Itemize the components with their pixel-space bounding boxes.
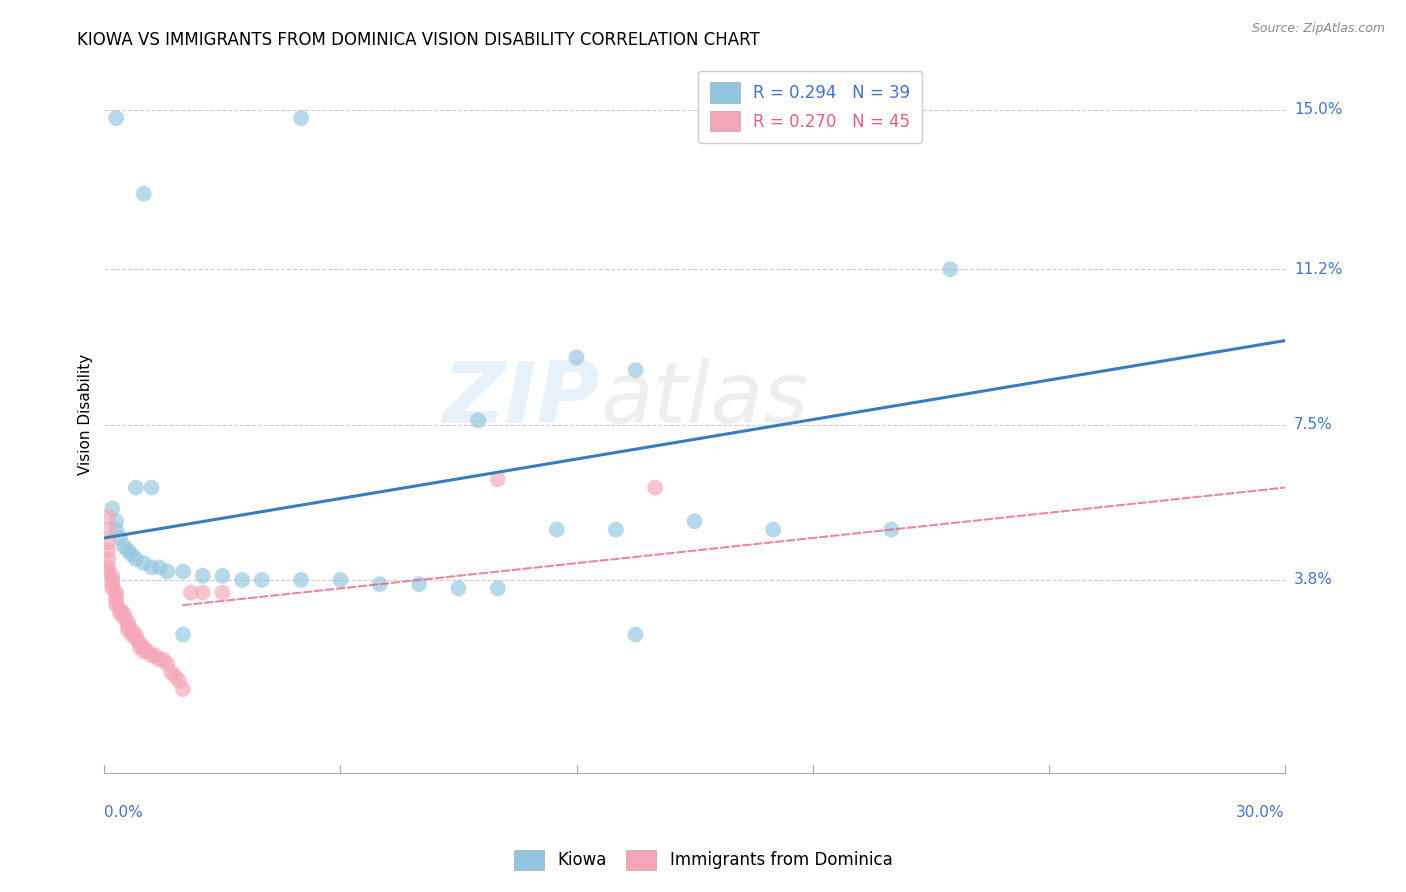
Point xyxy=(486,472,509,486)
Legend: Kiowa, Immigrants from Dominica: Kiowa, Immigrants from Dominica xyxy=(508,843,898,877)
Point xyxy=(486,582,509,596)
Point xyxy=(101,573,124,587)
Point xyxy=(939,262,962,277)
Point xyxy=(117,619,139,633)
Point xyxy=(683,514,706,528)
Point xyxy=(132,640,155,655)
Point xyxy=(231,573,253,587)
Point xyxy=(141,648,163,663)
Legend: R = 0.294   N = 39, R = 0.270   N = 45: R = 0.294 N = 39, R = 0.270 N = 45 xyxy=(699,70,922,143)
Point xyxy=(117,543,139,558)
Point xyxy=(105,514,128,528)
Point xyxy=(132,556,155,570)
Text: 0.0%: 0.0% xyxy=(104,805,143,821)
Point xyxy=(191,585,214,599)
Text: 11.2%: 11.2% xyxy=(1294,261,1343,277)
Point xyxy=(250,573,273,587)
Point xyxy=(368,577,391,591)
Point xyxy=(105,585,128,599)
Point xyxy=(329,573,352,587)
Point xyxy=(101,501,124,516)
Point xyxy=(97,565,120,579)
Point xyxy=(97,535,120,549)
Text: atlas: atlas xyxy=(600,359,808,442)
Point xyxy=(121,548,143,562)
Point xyxy=(148,560,170,574)
Point xyxy=(97,510,120,524)
Point xyxy=(101,582,124,596)
Point xyxy=(121,627,143,641)
Point xyxy=(125,552,148,566)
Point xyxy=(101,568,124,582)
Point xyxy=(546,523,568,537)
Point xyxy=(644,481,666,495)
Point xyxy=(128,640,150,655)
Text: ZIP: ZIP xyxy=(443,359,600,442)
Point xyxy=(191,568,214,582)
Point xyxy=(128,636,150,650)
Point xyxy=(108,607,131,621)
Point xyxy=(624,363,647,377)
Point xyxy=(165,669,187,683)
Point xyxy=(141,481,163,495)
Point xyxy=(290,573,312,587)
Point xyxy=(211,585,233,599)
Point xyxy=(167,673,190,688)
Point xyxy=(121,624,143,638)
Point xyxy=(172,627,194,641)
Text: 3.8%: 3.8% xyxy=(1294,573,1333,588)
Point xyxy=(624,627,647,641)
Point xyxy=(565,351,588,365)
Point xyxy=(97,560,120,574)
Point xyxy=(211,568,233,582)
Point xyxy=(105,111,128,125)
Point xyxy=(105,594,128,608)
Point xyxy=(290,111,312,125)
Point xyxy=(141,560,163,574)
Point xyxy=(160,665,183,680)
Point xyxy=(408,577,430,591)
Point xyxy=(148,653,170,667)
Point xyxy=(172,565,194,579)
Point xyxy=(97,543,120,558)
Text: KIOWA VS IMMIGRANTS FROM DOMINICA VISION DISABILITY CORRELATION CHART: KIOWA VS IMMIGRANTS FROM DOMINICA VISION… xyxy=(77,31,761,49)
Text: Source: ZipAtlas.com: Source: ZipAtlas.com xyxy=(1251,22,1385,36)
Point xyxy=(97,552,120,566)
Point xyxy=(156,657,179,671)
Point xyxy=(108,602,131,616)
Point xyxy=(136,644,159,658)
Text: 30.0%: 30.0% xyxy=(1236,805,1285,821)
Point xyxy=(112,611,135,625)
Point xyxy=(112,540,135,554)
Point xyxy=(117,624,139,638)
Point xyxy=(152,653,174,667)
Point xyxy=(172,682,194,697)
Point xyxy=(447,582,470,596)
Point xyxy=(105,523,128,537)
Point xyxy=(117,615,139,629)
Point xyxy=(108,531,131,545)
Point xyxy=(97,523,120,537)
Point xyxy=(132,186,155,201)
Text: 7.5%: 7.5% xyxy=(1294,417,1333,432)
Point xyxy=(132,644,155,658)
Y-axis label: Vision Disability: Vision Disability xyxy=(79,353,93,475)
Point xyxy=(125,481,148,495)
Text: 15.0%: 15.0% xyxy=(1294,103,1343,117)
Point xyxy=(105,598,128,612)
Point xyxy=(180,585,202,599)
Point xyxy=(105,590,128,604)
Point xyxy=(762,523,785,537)
Point xyxy=(467,413,489,427)
Point xyxy=(145,648,167,663)
Point xyxy=(880,523,903,537)
Point xyxy=(125,632,148,646)
Point xyxy=(101,577,124,591)
Point xyxy=(112,607,135,621)
Point xyxy=(125,627,148,641)
Point xyxy=(605,523,627,537)
Point xyxy=(156,565,179,579)
